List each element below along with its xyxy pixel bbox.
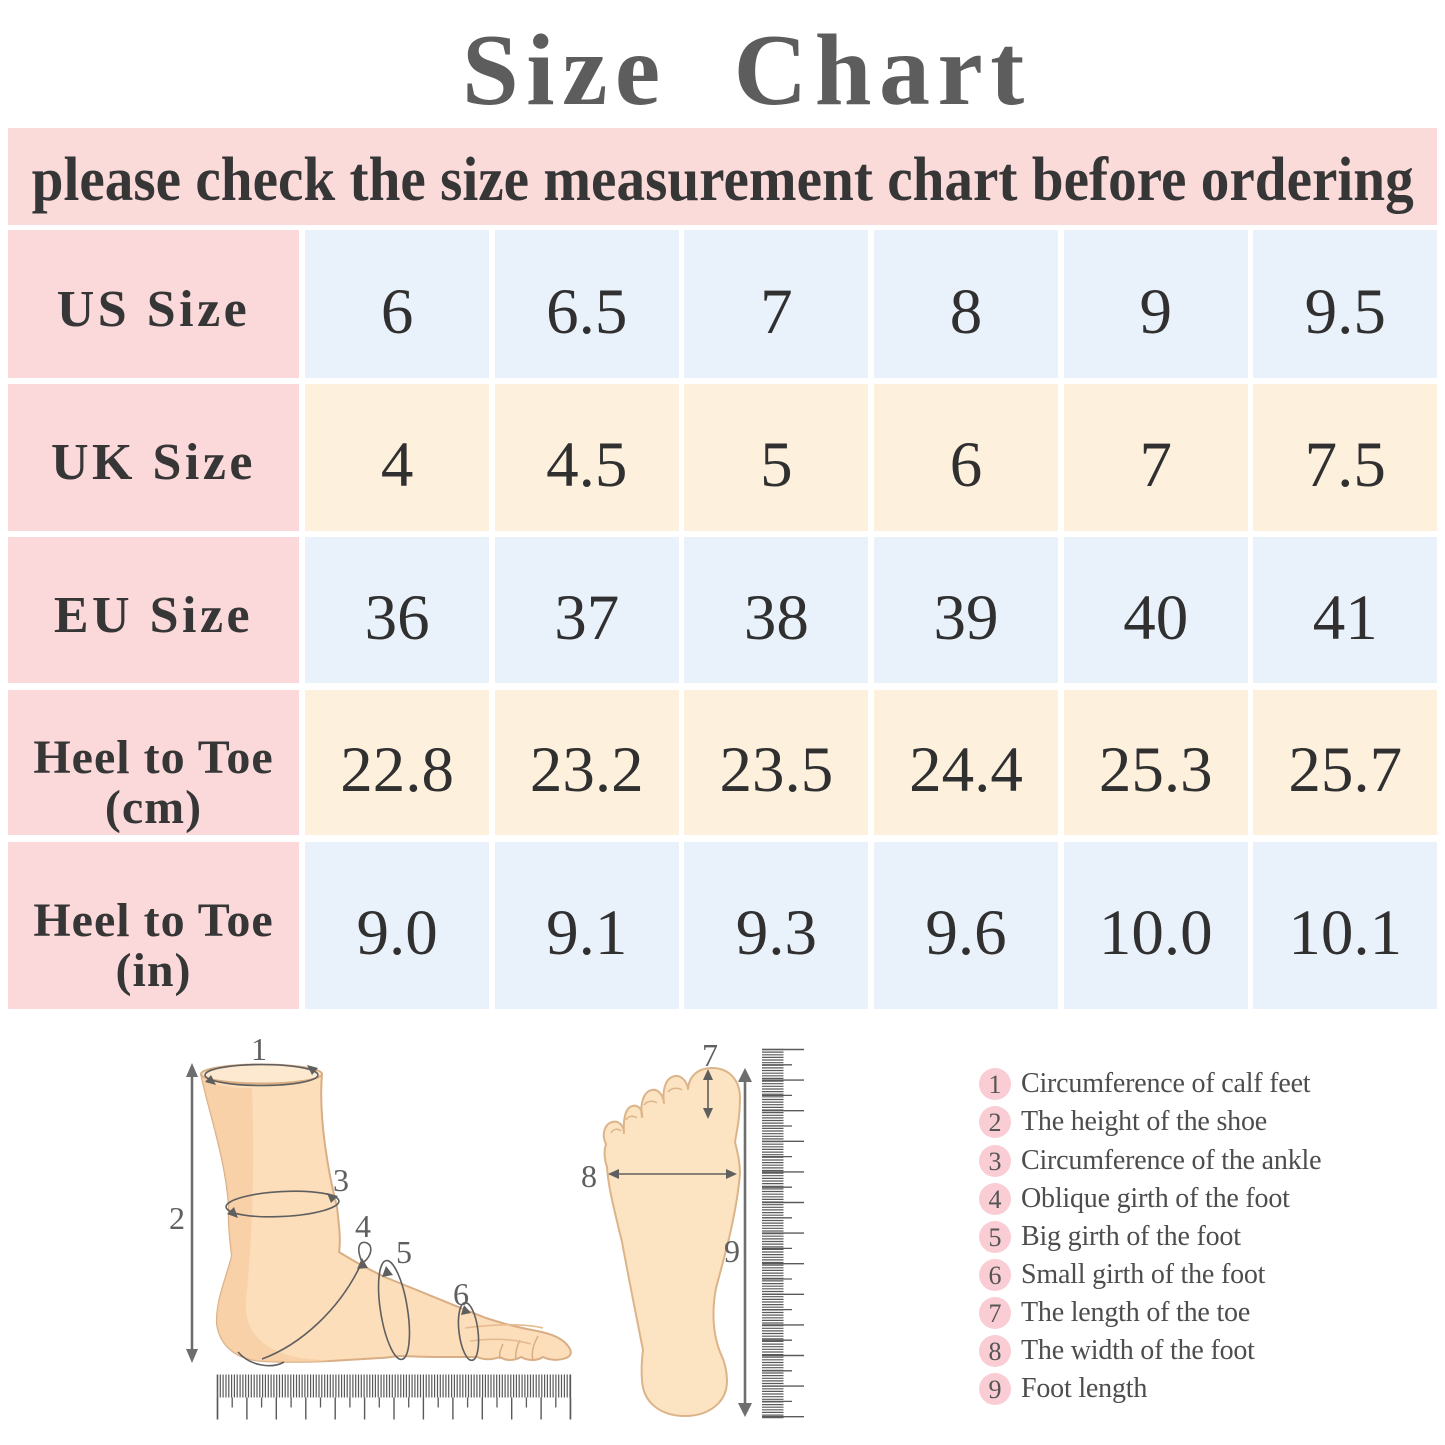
svg-text:7: 7: [702, 1037, 718, 1073]
svg-text:9: 9: [724, 1233, 740, 1269]
svg-text:8: 8: [581, 1158, 597, 1194]
svg-text:1: 1: [251, 1031, 267, 1067]
svg-text:3: 3: [333, 1162, 349, 1198]
svg-text:5: 5: [396, 1234, 412, 1270]
svg-text:4: 4: [355, 1208, 371, 1244]
svg-text:6: 6: [453, 1276, 469, 1312]
svg-text:2: 2: [169, 1200, 185, 1236]
